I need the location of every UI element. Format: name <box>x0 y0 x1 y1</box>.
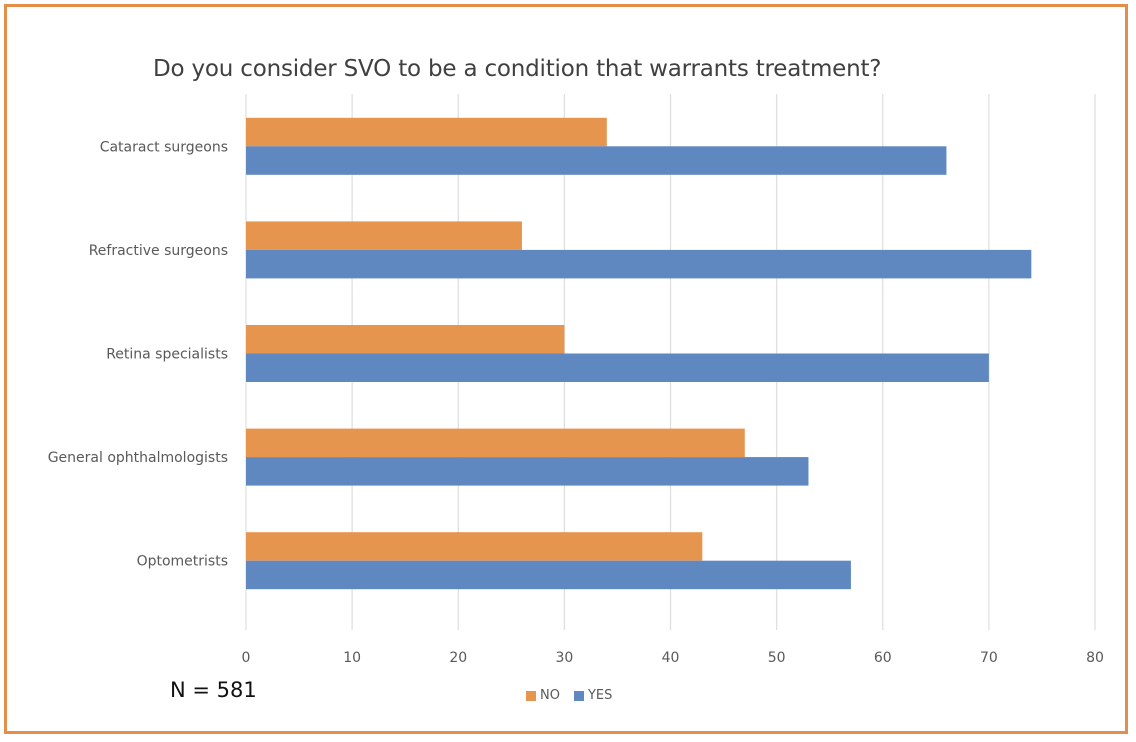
bar-yes <box>246 146 947 175</box>
category-label: Optometrists <box>137 554 228 570</box>
legend-item-yes: YES <box>573 688 613 703</box>
x-tick-label: 0 <box>242 650 251 666</box>
x-tick-label: 70 <box>980 650 998 666</box>
legend-swatch-yes <box>573 690 584 701</box>
legend-label-yes: YES <box>587 688 613 703</box>
x-tick-label: 30 <box>555 650 573 666</box>
legend-item-no: NO <box>526 688 560 703</box>
bar-yes <box>246 353 989 382</box>
bar-no <box>246 117 607 147</box>
category-label: Refractive surgeons <box>89 243 228 259</box>
x-tick-label: 10 <box>343 650 361 666</box>
bar-yes <box>246 457 809 486</box>
category-label: Cataract surgeons <box>100 139 228 155</box>
x-tick-labels: 0 10 20 30 40 50 60 70 80 <box>242 650 1104 666</box>
legend-swatch-no <box>526 690 536 701</box>
category-labels: Cataract surgeons Refractive surgeons Reti… <box>48 139 228 569</box>
x-tick-label: 40 <box>662 650 680 666</box>
x-tick-label: 60 <box>874 650 892 666</box>
legend: NO YES <box>526 688 620 703</box>
bar-yes <box>246 560 851 590</box>
bars <box>246 117 1032 590</box>
bar-no <box>246 221 522 250</box>
x-tick-label: 50 <box>768 650 786 666</box>
bar-no <box>246 428 745 458</box>
legend-label-no: NO <box>540 688 560 703</box>
bar-no <box>246 532 703 561</box>
x-tick-label: 20 <box>449 650 467 666</box>
bar-no <box>246 325 565 354</box>
x-tick-label: 80 <box>1086 650 1104 666</box>
sample-size-annotation: N = 581 <box>170 678 257 702</box>
category-label: Retina specialists <box>106 347 228 363</box>
chart-title: Do you consider SVO to be a condition th… <box>153 56 882 82</box>
category-label: General ophthalmologists <box>48 450 228 466</box>
bar-yes <box>246 249 1032 279</box>
